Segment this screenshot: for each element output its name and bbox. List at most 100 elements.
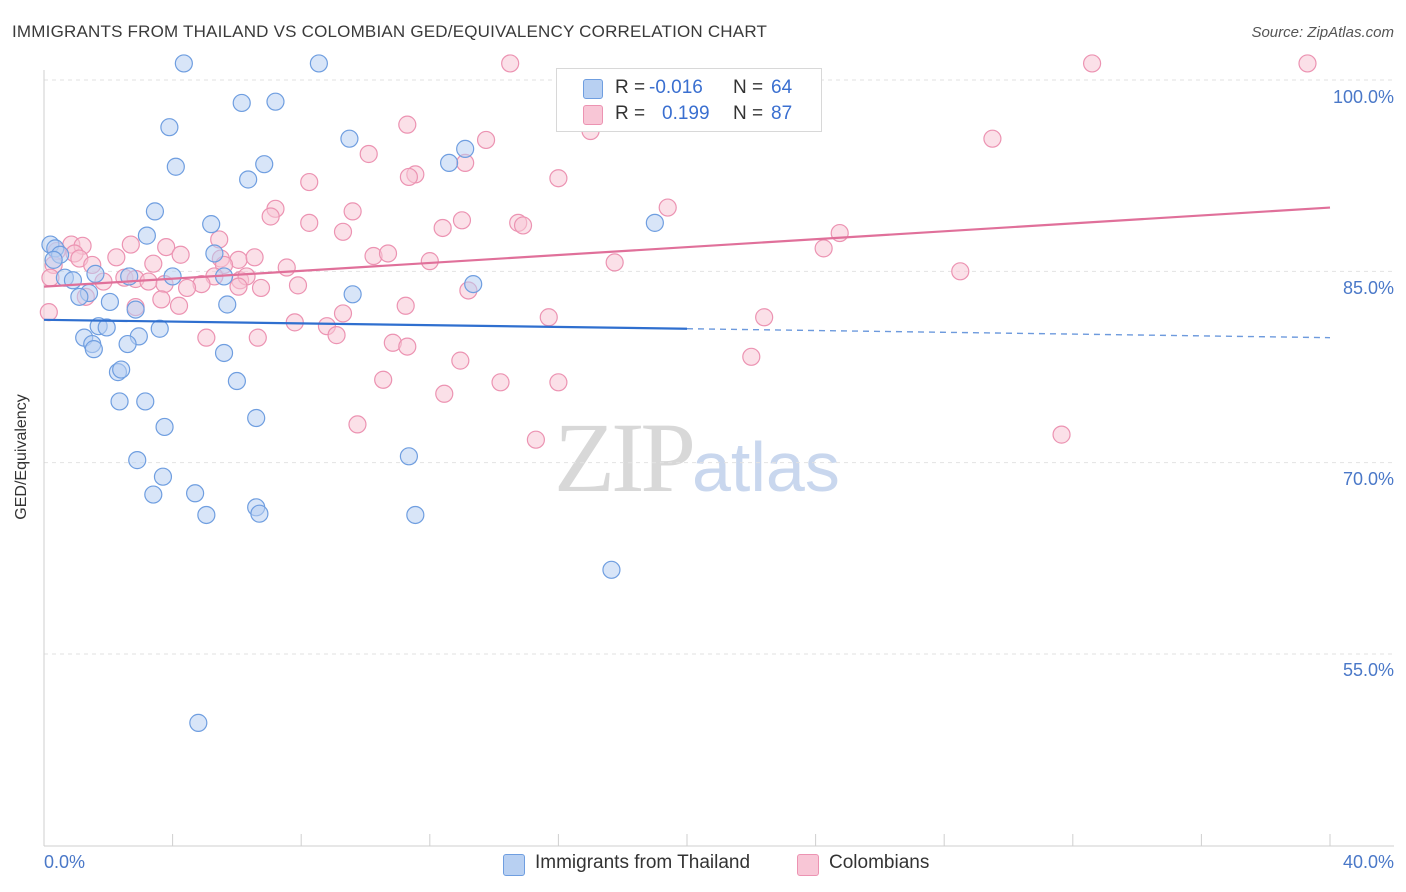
source-label: Source: ZipAtlas.com (1251, 24, 1394, 41)
point-thailand (160, 118, 179, 137)
trendline-thailand-extension (686, 328, 1331, 339)
y-tick-label-55: 55.0% (1342, 660, 1394, 680)
point-thailand (126, 300, 145, 319)
point-colombians (420, 252, 439, 271)
point-colombians (433, 218, 452, 238)
y-tick-label-85: 85.0% (1342, 278, 1394, 298)
y-axis-title: GED/Equivalency (13, 394, 30, 520)
point-colombians (229, 277, 248, 296)
legend-swatch-pink (583, 105, 603, 125)
point-colombians (1082, 54, 1102, 73)
x-tick-label-max: 40.0% (1342, 852, 1394, 872)
point-colombians (658, 198, 677, 217)
point-colombians (157, 237, 176, 257)
point-colombians (755, 308, 774, 327)
point-thailand (100, 292, 120, 312)
series-legend: Immigrants from Thailand Colombians (0, 852, 1406, 878)
point-thailand (145, 202, 165, 221)
point-colombians (300, 172, 319, 192)
point-thailand (406, 505, 425, 525)
point-thailand (250, 504, 269, 523)
point-thailand (186, 484, 205, 503)
r-label: R = (615, 103, 646, 124)
point-thailand (44, 250, 63, 269)
point-colombians (177, 278, 197, 298)
point-thailand (456, 139, 475, 158)
legend-label: Colombians (829, 852, 930, 873)
point-colombians (197, 328, 216, 347)
point-thailand (399, 447, 419, 466)
n-label: N = (733, 77, 764, 98)
point-thailand (136, 392, 155, 411)
point-thailand (266, 92, 285, 111)
legend-swatch-pink (797, 854, 819, 876)
legend-swatch-blue (503, 854, 525, 876)
point-colombians (526, 430, 545, 449)
point-thailand (155, 417, 174, 437)
point-thailand (110, 392, 129, 411)
n-value: 87 (771, 103, 793, 124)
point-colombians (248, 328, 267, 347)
point-colombians (549, 169, 568, 188)
watermark-atlas: atlas (692, 428, 840, 506)
point-thailand (239, 170, 258, 189)
y-tick-label-70: 70.0% (1342, 469, 1394, 489)
point-colombians (451, 351, 470, 370)
point-thailand (202, 215, 221, 234)
legend-label: Immigrants from Thailand (535, 852, 751, 873)
watermark: ZIPatlas (554, 400, 840, 515)
point-thailand (218, 295, 237, 314)
point-thailand (340, 129, 359, 148)
point-thailand (464, 274, 483, 294)
point-colombians (171, 245, 190, 264)
x-tick-label-min: 0.0% (44, 852, 86, 872)
point-colombians (374, 370, 393, 389)
point-colombians (742, 347, 761, 366)
point-thailand (97, 318, 116, 337)
point-thailand (86, 264, 105, 283)
point-colombians (378, 244, 398, 263)
point-colombians (348, 415, 367, 434)
point-colombians (327, 326, 346, 345)
point-colombians (1298, 54, 1317, 73)
point-colombians (261, 207, 280, 226)
r-value: -0.016 (649, 77, 703, 98)
point-thailand (189, 713, 208, 732)
point-colombians (435, 384, 454, 403)
point-thailand (343, 285, 362, 304)
point-thailand (205, 244, 224, 263)
trendline-thailand (43, 318, 688, 330)
point-colombians (476, 130, 496, 150)
point-thailand (144, 485, 163, 504)
point-thailand (174, 54, 193, 73)
point-colombians (951, 262, 970, 281)
point-colombians (501, 54, 520, 73)
point-thailand (112, 360, 131, 379)
point-colombians (152, 290, 171, 309)
point-thailand (118, 334, 137, 354)
y-tick-label-100: 100.0% (1332, 87, 1394, 107)
chart-title: IMMIGRANTS FROM THAILAND VS COLOMBIAN GE… (12, 22, 768, 41)
point-colombians (513, 216, 533, 235)
point-colombians (539, 308, 558, 327)
point-thailand (645, 213, 664, 232)
point-thailand (227, 371, 246, 391)
point-colombians (491, 373, 510, 392)
point-colombians (144, 254, 163, 273)
point-thailand (128, 451, 147, 470)
r-label: R = (615, 77, 646, 98)
point-thailand (166, 157, 185, 176)
point-colombians (251, 278, 271, 298)
n-value: 64 (771, 77, 793, 98)
point-colombians (549, 373, 568, 392)
point-colombians (398, 115, 417, 134)
point-thailand (137, 226, 156, 245)
point-colombians (398, 337, 417, 356)
point-colombians (300, 213, 319, 232)
r-value: 0.199 (662, 103, 710, 124)
point-thailand (309, 54, 328, 73)
point-colombians (107, 248, 126, 267)
point-thailand (214, 343, 234, 363)
point-thailand (439, 153, 459, 173)
